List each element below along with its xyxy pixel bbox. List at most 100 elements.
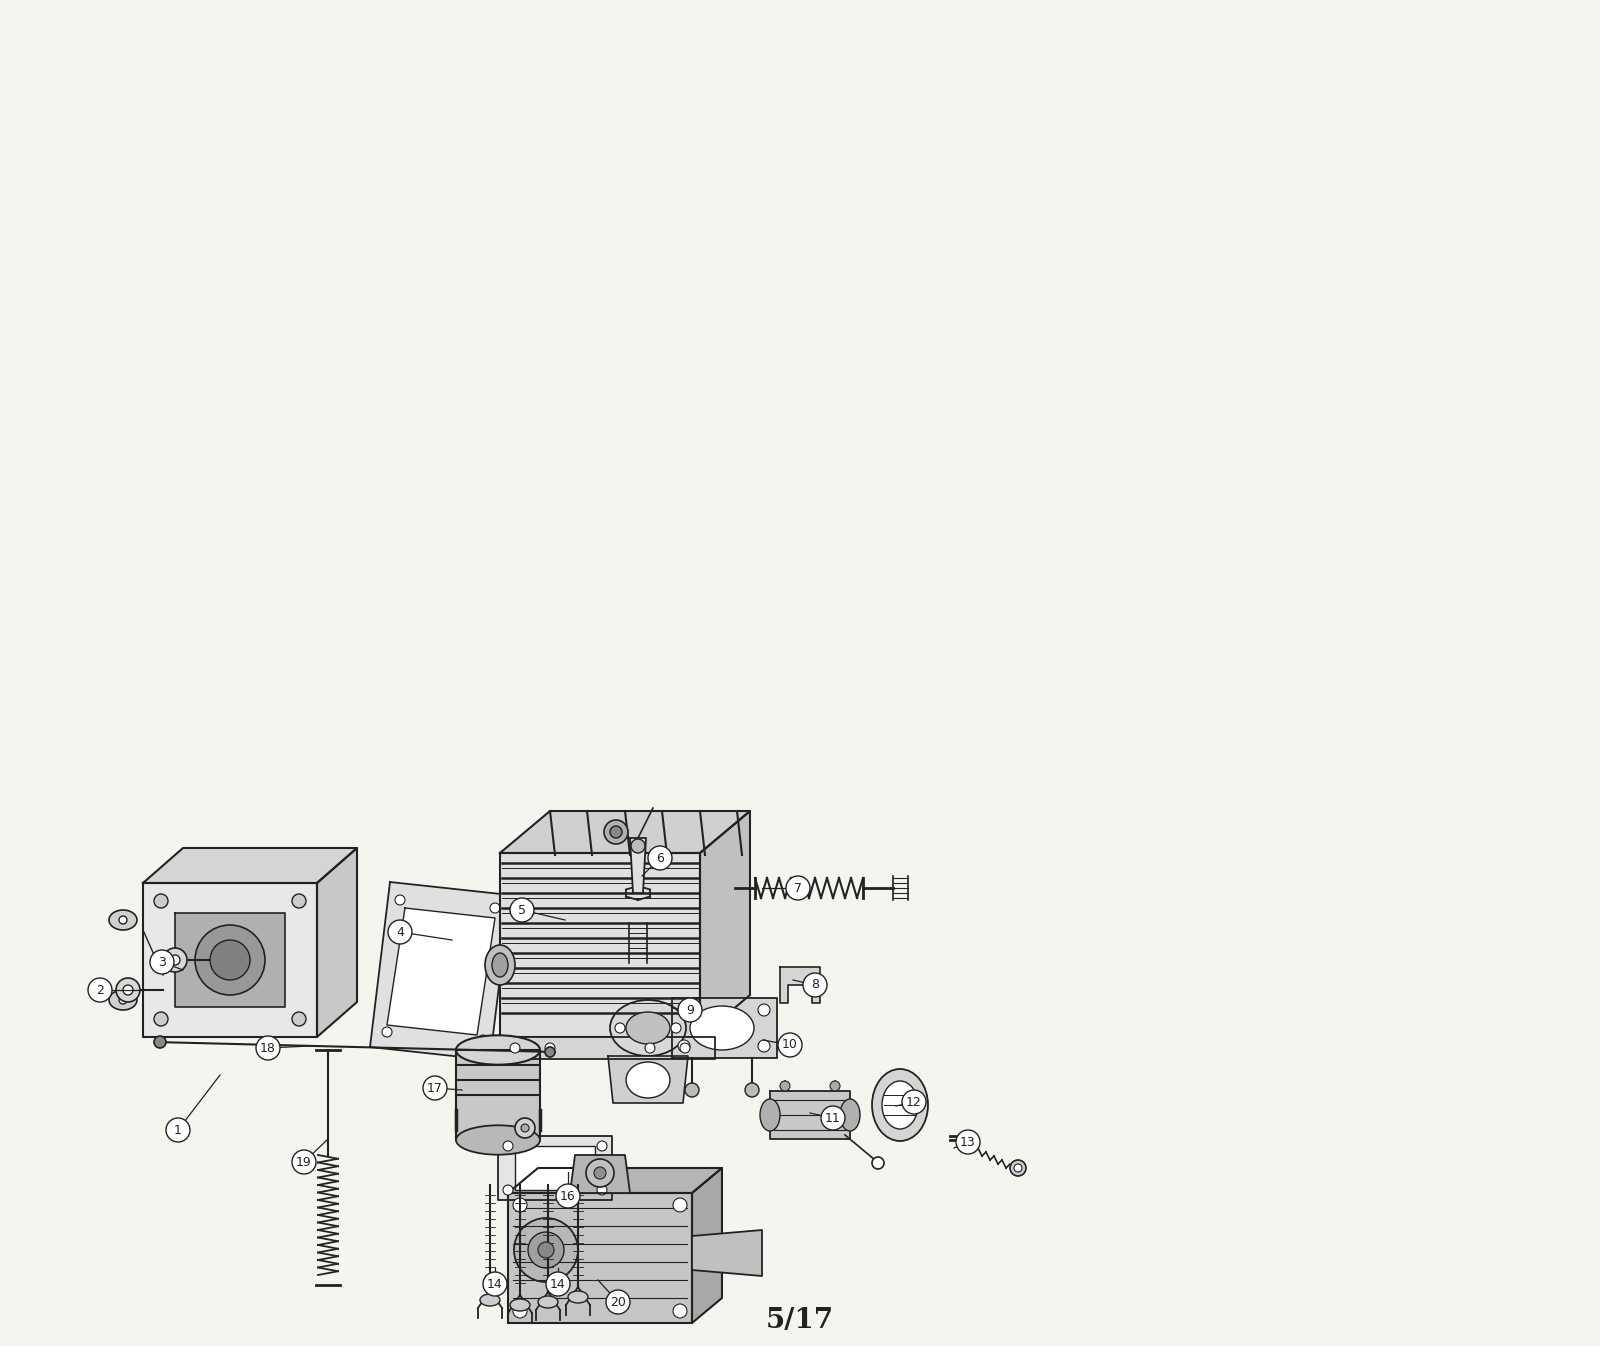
Polygon shape	[570, 1155, 630, 1193]
Circle shape	[118, 996, 126, 1004]
Text: 7: 7	[794, 882, 802, 895]
Ellipse shape	[626, 1012, 670, 1044]
Ellipse shape	[493, 953, 509, 977]
Circle shape	[678, 997, 702, 1022]
Circle shape	[150, 950, 174, 975]
Text: 1: 1	[174, 1124, 182, 1136]
Text: 17: 17	[427, 1081, 443, 1094]
Text: 5/17: 5/17	[766, 1307, 834, 1334]
Circle shape	[291, 1012, 306, 1026]
Circle shape	[522, 1124, 530, 1132]
Circle shape	[872, 1158, 883, 1168]
Circle shape	[1014, 1164, 1022, 1172]
Circle shape	[648, 847, 672, 870]
Polygon shape	[174, 913, 285, 1007]
Circle shape	[597, 1141, 606, 1151]
Text: 4: 4	[397, 926, 403, 938]
Circle shape	[154, 1036, 166, 1049]
Ellipse shape	[568, 1291, 589, 1303]
Polygon shape	[781, 966, 819, 1003]
Polygon shape	[499, 853, 701, 1036]
Circle shape	[546, 1272, 570, 1296]
Text: 20: 20	[610, 1295, 626, 1308]
Text: 3: 3	[158, 956, 166, 969]
Circle shape	[195, 925, 266, 995]
Polygon shape	[770, 1092, 850, 1139]
Circle shape	[115, 979, 141, 1001]
Circle shape	[678, 1004, 690, 1016]
Circle shape	[528, 1232, 563, 1268]
Ellipse shape	[456, 1125, 541, 1155]
Polygon shape	[499, 812, 750, 853]
Circle shape	[118, 917, 126, 923]
Text: 14: 14	[486, 1277, 502, 1291]
Circle shape	[123, 985, 133, 995]
Polygon shape	[509, 1193, 691, 1323]
Polygon shape	[485, 1036, 715, 1059]
Circle shape	[803, 973, 827, 997]
Circle shape	[514, 1198, 526, 1211]
Circle shape	[674, 1304, 686, 1318]
Circle shape	[510, 898, 534, 922]
Text: 13: 13	[960, 1136, 976, 1148]
Circle shape	[680, 1043, 690, 1053]
Circle shape	[821, 1106, 845, 1131]
Circle shape	[597, 1184, 606, 1195]
Text: 18: 18	[261, 1042, 275, 1054]
Text: 12: 12	[906, 1096, 922, 1109]
Circle shape	[382, 1027, 392, 1036]
Circle shape	[614, 1023, 626, 1032]
Ellipse shape	[109, 991, 138, 1010]
Circle shape	[163, 948, 187, 972]
Circle shape	[630, 839, 645, 853]
Circle shape	[490, 903, 499, 913]
Circle shape	[546, 1047, 555, 1057]
Circle shape	[88, 979, 112, 1001]
Circle shape	[594, 1167, 606, 1179]
Circle shape	[606, 1289, 630, 1314]
Circle shape	[557, 1184, 579, 1207]
Ellipse shape	[610, 1000, 686, 1057]
Circle shape	[502, 1184, 514, 1195]
Polygon shape	[509, 1168, 722, 1193]
Text: 11: 11	[826, 1112, 842, 1124]
Ellipse shape	[538, 1296, 558, 1308]
Circle shape	[605, 820, 627, 844]
Circle shape	[515, 1119, 534, 1137]
Polygon shape	[142, 848, 357, 883]
Circle shape	[758, 1040, 770, 1053]
Polygon shape	[608, 1057, 688, 1102]
Ellipse shape	[626, 1062, 670, 1098]
Polygon shape	[317, 848, 357, 1036]
Circle shape	[422, 1075, 446, 1100]
Circle shape	[746, 1084, 758, 1097]
Ellipse shape	[456, 1035, 541, 1065]
Text: 9: 9	[686, 1004, 694, 1016]
Circle shape	[781, 1081, 790, 1092]
Circle shape	[154, 1012, 168, 1026]
Text: 14: 14	[550, 1277, 566, 1291]
Circle shape	[170, 956, 179, 965]
Text: 8: 8	[811, 979, 819, 992]
Text: 16: 16	[560, 1190, 576, 1202]
Circle shape	[685, 1084, 699, 1097]
Ellipse shape	[690, 1005, 754, 1050]
Circle shape	[166, 1119, 190, 1141]
Polygon shape	[456, 1050, 541, 1140]
Circle shape	[778, 1032, 802, 1057]
Circle shape	[154, 894, 168, 909]
Circle shape	[678, 1040, 690, 1053]
Polygon shape	[691, 1230, 762, 1276]
Polygon shape	[370, 882, 510, 1061]
Circle shape	[1010, 1160, 1026, 1176]
Bar	[515, 1145, 595, 1190]
Circle shape	[546, 1043, 555, 1053]
Circle shape	[291, 1149, 317, 1174]
Ellipse shape	[510, 1299, 530, 1311]
Ellipse shape	[882, 1081, 918, 1129]
Text: 2: 2	[96, 984, 104, 996]
Circle shape	[902, 1090, 926, 1114]
Circle shape	[478, 1035, 488, 1044]
Text: 19: 19	[296, 1155, 312, 1168]
Circle shape	[645, 1043, 654, 1053]
